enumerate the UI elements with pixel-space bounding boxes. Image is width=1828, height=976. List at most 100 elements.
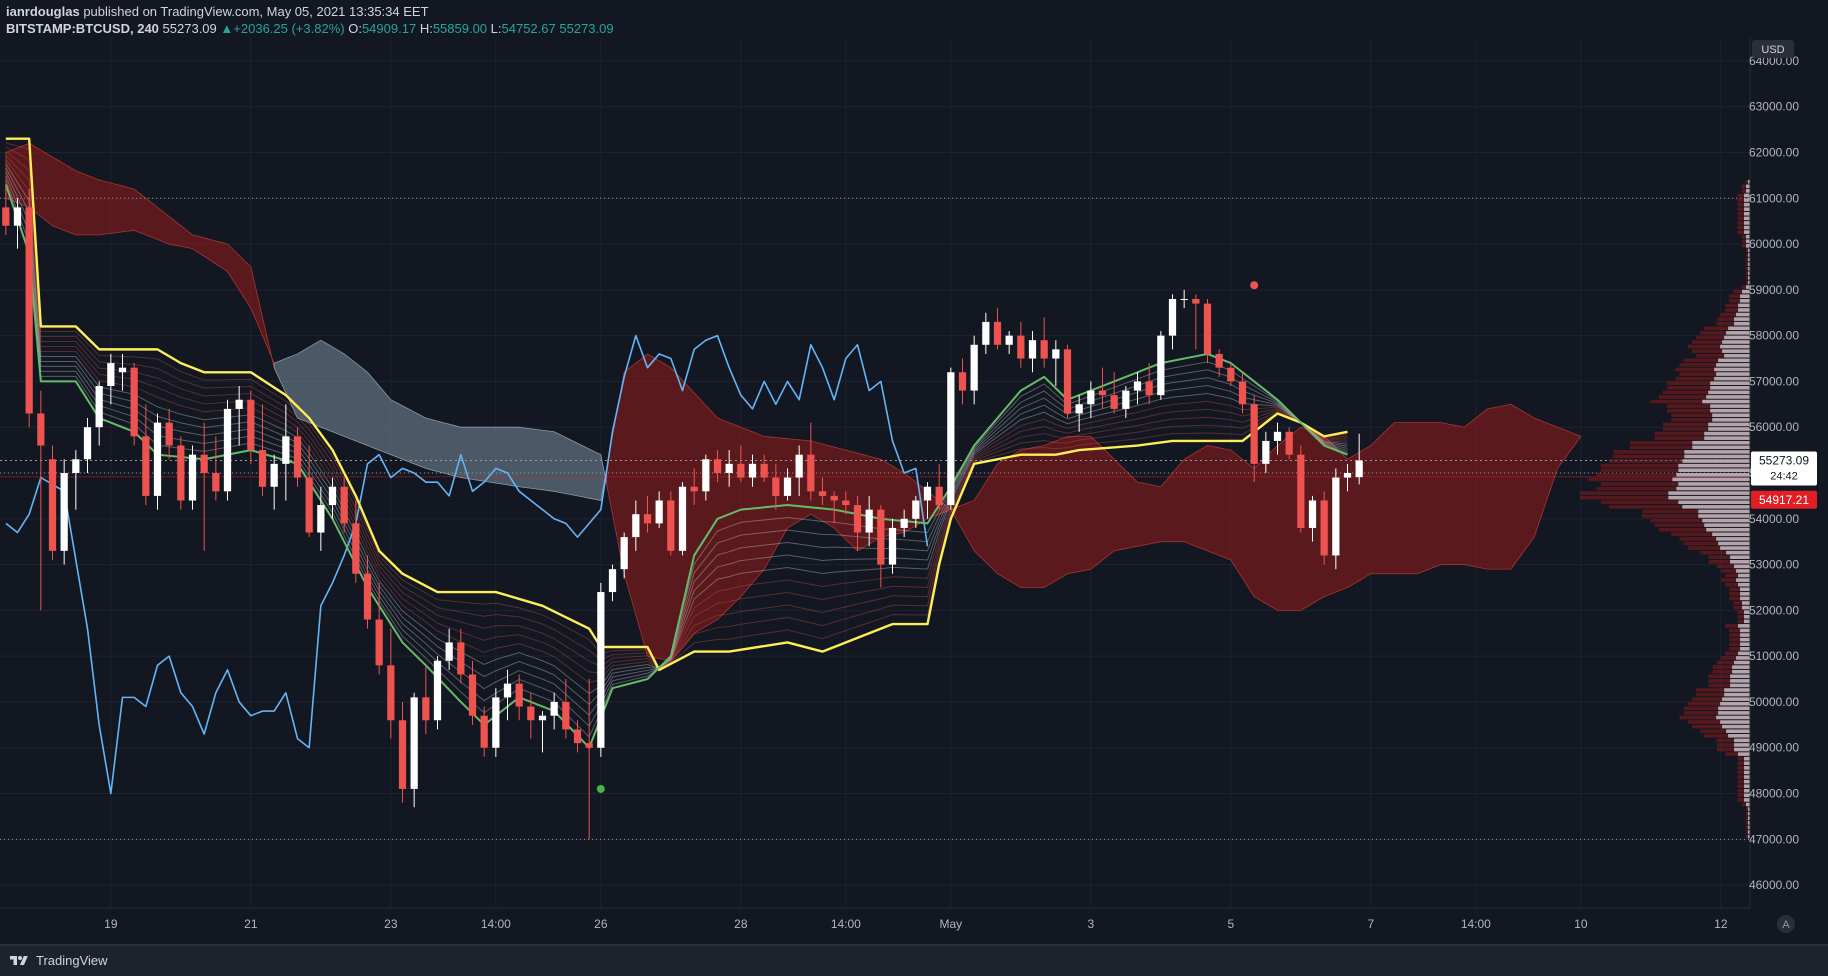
profile-bar-sell bbox=[1696, 692, 1750, 697]
volume-profile bbox=[1580, 179, 1750, 839]
profile-bar-sell bbox=[1675, 376, 1750, 381]
candle-body bbox=[212, 473, 220, 492]
open-value: 54909.17 bbox=[361, 21, 417, 36]
candle-body bbox=[95, 386, 103, 428]
candle bbox=[95, 381, 103, 446]
time-axis[interactable]: 19 21 23 14:00 26 28 14:00 May 3 5 7 14:00 10 12 bbox=[0, 907, 1750, 931]
profile-bar-buy bbox=[1714, 376, 1750, 381]
profile-bar-buy bbox=[1748, 179, 1750, 184]
low-marker-dot bbox=[596, 784, 605, 793]
profile-bar-buy bbox=[1704, 431, 1750, 436]
profile-bar-buy bbox=[1734, 738, 1750, 743]
candle bbox=[1052, 340, 1060, 386]
profile-bar-sell bbox=[1741, 802, 1750, 807]
candle bbox=[293, 427, 302, 487]
profile-bar-sell bbox=[1588, 477, 1750, 482]
high-value: 55859.00 bbox=[432, 21, 488, 36]
profile-bar-sell bbox=[1720, 569, 1750, 573]
profile-bar-buy bbox=[1718, 711, 1750, 715]
profile-bar-buy bbox=[1710, 381, 1750, 385]
y-tick-label: 58000.00 bbox=[1749, 329, 1799, 343]
profile-bar-buy bbox=[1710, 386, 1750, 390]
profile-bar-buy bbox=[1712, 418, 1750, 422]
profile-bar-buy bbox=[1692, 440, 1750, 445]
x-tick-label: 3 bbox=[1087, 917, 1094, 931]
y-tick-label: 57000.00 bbox=[1749, 374, 1799, 388]
last-price: 55273.09 bbox=[162, 21, 217, 36]
profile-bar-sell bbox=[1650, 399, 1750, 404]
profile-bar-sell bbox=[1737, 193, 1750, 198]
candle-body bbox=[1075, 404, 1083, 414]
y-tick-label: 59000.00 bbox=[1749, 283, 1799, 297]
profile-bar-sell bbox=[1725, 752, 1750, 756]
candle-body bbox=[1320, 500, 1328, 556]
candle-body bbox=[1332, 477, 1340, 556]
profile-bar-sell bbox=[1737, 788, 1750, 793]
footer-divider bbox=[0, 944, 1828, 946]
candle-body bbox=[48, 459, 57, 551]
profile-bar-buy bbox=[1744, 193, 1750, 198]
candle-body bbox=[282, 436, 290, 464]
candle bbox=[807, 422, 815, 501]
profile-bar-sell bbox=[1671, 532, 1750, 537]
profile-bar-sell bbox=[1725, 573, 1750, 578]
profile-bar-sell bbox=[1725, 582, 1750, 587]
candle-body bbox=[912, 500, 920, 519]
candle bbox=[1215, 349, 1223, 377]
x-tick-label: 23 bbox=[384, 917, 398, 931]
candle-body bbox=[1087, 390, 1095, 405]
candle-body bbox=[398, 720, 407, 789]
candle-body bbox=[1238, 381, 1247, 405]
profile-bar-sell bbox=[1716, 317, 1750, 321]
profile-bar-sell bbox=[1613, 454, 1750, 459]
profile-bar-sell bbox=[1708, 555, 1750, 559]
profile-bar-buy bbox=[1716, 537, 1750, 541]
profile-bar-buy bbox=[1730, 560, 1750, 564]
candle bbox=[212, 436, 220, 501]
profile-bar-sell bbox=[1725, 624, 1750, 628]
profile-bar-buy bbox=[1744, 230, 1750, 234]
profile-bar-buy bbox=[1708, 427, 1750, 431]
profile-bar-sell bbox=[1737, 221, 1750, 225]
profile-bar-buy bbox=[1714, 367, 1750, 372]
profile-bar-sell bbox=[1729, 294, 1750, 298]
profile-bar-sell bbox=[1716, 660, 1750, 665]
profile-bar-sell bbox=[1712, 665, 1750, 669]
candle bbox=[608, 564, 617, 602]
candle bbox=[562, 679, 570, 739]
candle-body bbox=[13, 207, 22, 226]
profile-bar-buy bbox=[1706, 395, 1750, 399]
profile-bar-sell bbox=[1737, 212, 1750, 216]
profile-bar-sell bbox=[1696, 335, 1750, 340]
candle-body bbox=[585, 743, 593, 748]
profile-bar-buy bbox=[1734, 747, 1750, 752]
candle bbox=[993, 308, 1002, 350]
profile-bar-sell bbox=[1700, 550, 1750, 555]
auto-scale-button[interactable]: A bbox=[1777, 915, 1795, 933]
y-tick-label: 54000.00 bbox=[1749, 512, 1799, 526]
profile-bar-buy bbox=[1748, 248, 1750, 253]
profile-bar-buy bbox=[1702, 518, 1750, 523]
profile-bar-buy bbox=[1748, 276, 1750, 280]
author-name[interactable]: ianrdouglas bbox=[6, 4, 80, 19]
x-tick-label: 14:00 bbox=[481, 917, 511, 931]
profile-bar-buy bbox=[1740, 628, 1750, 633]
currency-badge[interactable]: USD bbox=[1752, 40, 1794, 58]
symbol-name[interactable]: BITSTAMP:BTCUSD bbox=[6, 21, 130, 36]
x-tick-label: 7 bbox=[1367, 917, 1374, 931]
profile-bar-buy bbox=[1706, 527, 1750, 532]
profile-bar-sell bbox=[1737, 756, 1750, 761]
price-chart[interactable]: 46000.00 47000.00 48000.00 49000.00 50000.00… bbox=[0, 38, 1828, 944]
candle bbox=[923, 482, 932, 519]
profile-bar-buy bbox=[1724, 335, 1750, 340]
candle bbox=[772, 463, 780, 510]
candle-body bbox=[538, 715, 547, 721]
candle bbox=[13, 198, 22, 249]
candle-body bbox=[527, 706, 535, 721]
candle-body bbox=[1168, 299, 1177, 336]
tradingview-brand[interactable]: TradingView bbox=[8, 953, 108, 968]
price-axis[interactable]: 46000.00 47000.00 48000.00 49000.00 50000.00… bbox=[1749, 38, 1828, 908]
profile-bar-buy bbox=[1738, 573, 1750, 578]
interval[interactable]: 240 bbox=[137, 21, 159, 36]
profile-bar-sell bbox=[1733, 289, 1750, 294]
